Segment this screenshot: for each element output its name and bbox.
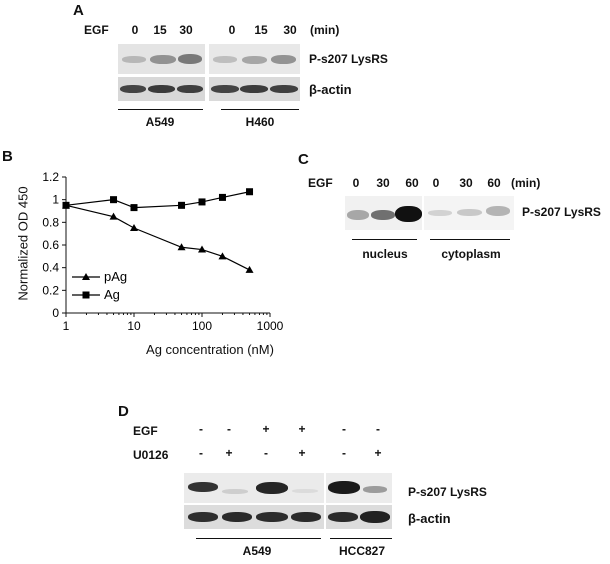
data-point-Ag	[130, 204, 138, 212]
data-point-pAg	[130, 224, 138, 231]
panel-a-blot-actin-a549	[118, 77, 205, 101]
panel-c-unit: (min)	[511, 176, 541, 190]
panel-c-fraction-cytoplasm: cytoplasm	[441, 247, 501, 261]
panel-a-tick-6: 30	[283, 23, 297, 37]
data-point-pAg	[109, 212, 118, 220]
panel-d-egf-sign-4: +	[298, 422, 306, 436]
panel-d-u0126-sign-2: +	[225, 446, 233, 460]
y-tick-label: 1.2	[42, 170, 59, 184]
chart-series	[62, 188, 254, 273]
y-tick-label: 0	[52, 306, 59, 320]
panel-d-u0126-sign-5: -	[342, 446, 346, 460]
panel-a-tick-2: 15	[153, 23, 167, 37]
series-line-pAg	[65, 204, 250, 271]
panel-a-letter: A	[73, 2, 84, 19]
data-point-Ag	[246, 188, 254, 196]
panel-c-row-label: P-s207 LysRS	[522, 205, 601, 219]
panel-c-tick-5: 30	[459, 176, 473, 190]
y-tick-label: 0.4	[42, 261, 59, 275]
x-tick-label: 1	[63, 319, 70, 333]
panel-d-row-label-u0126: U0126	[133, 448, 169, 462]
data-point-Ag	[110, 196, 118, 204]
data-point-Ag	[178, 201, 186, 209]
y-tick-label: 0.8	[42, 215, 59, 229]
legend-label-pAg: pAg	[104, 269, 127, 284]
panel-c-tick-2: 30	[376, 176, 390, 190]
panel-c-underline-cytoplasm	[430, 239, 510, 240]
y-tick-label: 1	[52, 193, 59, 207]
data-point-pAg	[177, 243, 186, 251]
panel-d-u0126-sign-6: +	[374, 446, 382, 460]
panel-c-tick-6: 60	[487, 176, 501, 190]
panel-d-u0126-sign-4: +	[298, 446, 306, 460]
legend-label-Ag: Ag	[104, 287, 120, 302]
panel-d-row-label-egf: EGF	[133, 424, 158, 438]
panel-d-underline-hcc827	[330, 538, 392, 539]
panel-c-fraction-nucleus: nucleus	[362, 247, 408, 261]
panel-c-letter: C	[298, 151, 309, 168]
x-tick-label: 100	[192, 319, 212, 333]
chart-xlabel: Ag concentration (nM)	[146, 342, 274, 357]
panel-d-egf-sign-2: -	[227, 422, 231, 436]
panel-d-egf-sign-3: +	[262, 422, 270, 436]
panel-d-letter: D	[118, 403, 129, 420]
chart-ylabel: Normalized OD 450	[15, 186, 31, 301]
panel-a-underline-h460	[221, 109, 299, 110]
panel-a-unit: (min)	[310, 23, 340, 37]
panel-a-blot-pls207-h460	[209, 44, 300, 74]
chart-axes: 0 0.2 0.4 0.6 0.8 1 1.2 1 10 100 1000	[42, 170, 283, 333]
x-tick-label: 1000	[257, 319, 284, 333]
legend-marker-Ag	[82, 291, 90, 299]
line-chart: 0 0.2 0.4 0.6 0.8 1 1.2 1 10 100 1000 pAg Ag	[42, 170, 283, 333]
panel-a-cell-h460: H460	[245, 115, 275, 129]
panel-d-u0126-sign-1: -	[199, 446, 203, 460]
panel-c-tick-4: 0	[432, 176, 440, 190]
data-point-Ag	[218, 193, 226, 201]
panel-c-blot-cytoplasm	[424, 196, 514, 230]
y-tick-label: 0.2	[42, 283, 59, 297]
panel-d-row-label-pls207: P-s207 LysRS	[408, 485, 487, 499]
x-tick-label: 10	[127, 319, 141, 333]
panel-d-blot-pls207-hcc827	[326, 473, 392, 503]
panel-a-tick-5: 15	[254, 23, 268, 37]
data-point-Ag	[62, 201, 70, 209]
y-tick-label: 0.6	[42, 238, 59, 252]
legend-marker-pAg	[82, 273, 90, 280]
panel-c-treatment-label: EGF	[308, 176, 333, 190]
panel-d-egf-sign-5: -	[342, 422, 346, 436]
panel-d-blot-actin-a549	[184, 505, 324, 529]
panel-b-letter: B	[2, 148, 13, 165]
panel-d-blot-actin-hcc827	[326, 505, 392, 529]
panel-d-egf-sign-6: -	[376, 422, 380, 436]
panel-a-treatment-label: EGF	[84, 23, 109, 37]
panel-a-blot-actin-h460	[209, 77, 300, 101]
panel-d-blot-pls207-a549	[184, 473, 324, 503]
panel-c-blot-nucleus	[345, 196, 422, 230]
panel-d-row-label-actin: β-actin	[408, 511, 451, 526]
panel-c-tick-3: 60	[405, 176, 419, 190]
panel-a-row-label-pls207: P-s207 LysRS	[309, 52, 388, 66]
panel-a-tick-3: 30	[179, 23, 193, 37]
panel-d-underline-a549	[196, 538, 321, 539]
data-point-pAg	[198, 245, 206, 253]
data-point-pAg	[245, 265, 254, 273]
panel-d-cell-a549: A549	[242, 544, 272, 558]
data-point-pAg	[218, 252, 227, 260]
chart-legend: pAg Ag	[72, 269, 127, 302]
panel-a-underline-a549	[118, 109, 203, 110]
panel-d-egf-sign-1: -	[199, 422, 203, 436]
panel-a-cell-a549: A549	[145, 115, 175, 129]
panel-c-underline-nucleus	[352, 239, 417, 240]
data-point-Ag	[198, 198, 206, 206]
panel-a-tick-1: 0	[131, 23, 139, 37]
panel-d-cell-hcc827: HCC827	[338, 544, 386, 558]
panel-a-row-label-actin: β-actin	[309, 82, 352, 97]
panel-a-blot-pls207-a549	[118, 44, 205, 74]
panel-c-tick-1: 0	[352, 176, 360, 190]
panel-d-u0126-sign-3: -	[264, 446, 268, 460]
panel-a-tick-4: 0	[228, 23, 236, 37]
